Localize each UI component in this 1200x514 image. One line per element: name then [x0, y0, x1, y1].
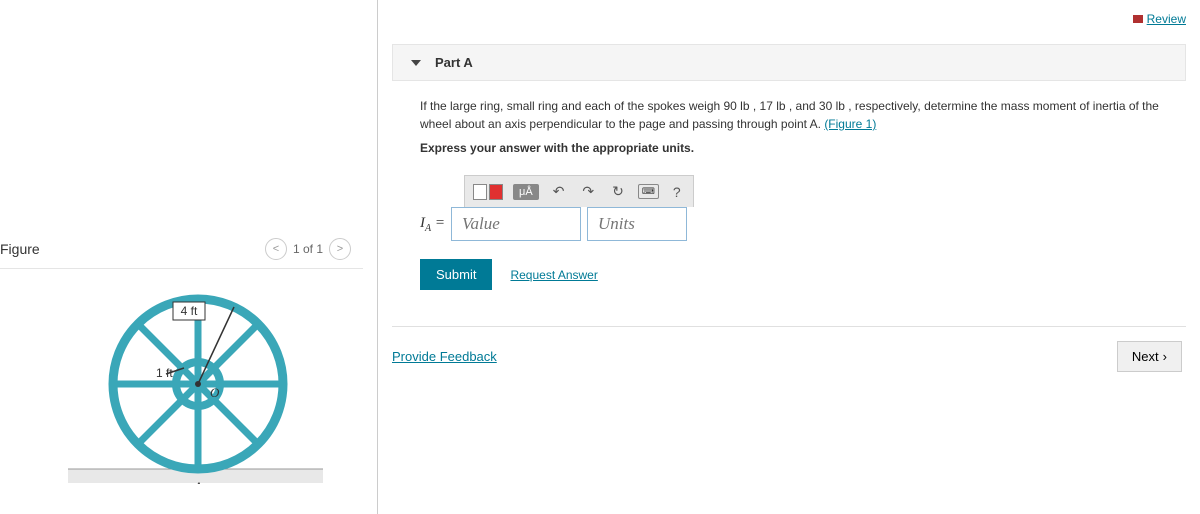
figure-header: Figure < 1 of 1 >: [0, 230, 363, 269]
bottom-label: A: [193, 479, 202, 484]
submit-row: Submit Request Answer: [420, 259, 1186, 290]
outer-dim-label: 4 ft: [180, 304, 197, 318]
redo-button[interactable]: ↷: [578, 181, 598, 202]
undo-button[interactable]: ↶: [549, 181, 569, 202]
figure-pane: Figure < 1 of 1 >: [0, 0, 378, 514]
wheel-figure: 4 ft 1 ft O A: [38, 279, 338, 484]
question-body: If the large ring, small ring and each o…: [420, 99, 1159, 131]
provide-feedback-link[interactable]: Provide Feedback: [392, 349, 497, 364]
request-answer-link[interactable]: Request Answer: [510, 268, 597, 282]
figure-counter: 1 of 1: [293, 242, 323, 256]
figure-title: Figure: [0, 241, 40, 257]
special-char-button[interactable]: μÅ: [513, 184, 539, 200]
figure-prev-button[interactable]: <: [265, 238, 287, 260]
answer-label: IA =: [420, 215, 445, 234]
center-label: O: [210, 385, 220, 400]
figure-link[interactable]: (Figure 1): [824, 117, 876, 131]
next-label: Next: [1132, 349, 1159, 364]
review-link[interactable]: Review: [1133, 12, 1186, 26]
keyboard-button[interactable]: ⌨: [638, 184, 659, 199]
submit-button[interactable]: Submit: [420, 259, 492, 290]
footer-row: Provide Feedback Next ›: [392, 326, 1186, 372]
flag-icon: [1133, 15, 1143, 23]
inner-dim-label: 1 ft: [156, 366, 173, 380]
chevron-down-icon: [411, 60, 421, 66]
units-input[interactable]: [587, 207, 687, 241]
value-input[interactable]: [451, 207, 581, 241]
chevron-right-icon: ›: [1163, 349, 1167, 364]
help-button[interactable]: ?: [669, 182, 685, 202]
content-pane: Review Part A If the large ring, small r…: [378, 0, 1200, 514]
part-title: Part A: [435, 55, 473, 70]
equation-toolbar: μÅ ↶ ↷ ↻ ⌨ ?: [464, 175, 694, 207]
question-instruction: Express your answer with the appropriate…: [420, 139, 1162, 157]
input-row: IA =: [420, 207, 1186, 241]
figure-nav: < 1 of 1 >: [265, 238, 351, 260]
next-button[interactable]: Next ›: [1117, 341, 1182, 372]
template-icon[interactable]: [473, 184, 503, 200]
reset-button[interactable]: ↻: [608, 181, 628, 202]
review-label: Review: [1147, 12, 1186, 26]
part-header[interactable]: Part A: [392, 44, 1186, 81]
question-block: If the large ring, small ring and each o…: [392, 81, 1162, 157]
question-text: If the large ring, small ring and each o…: [420, 97, 1162, 133]
answer-area: μÅ ↶ ↷ ↻ ⌨ ? IA =: [420, 175, 1186, 241]
figure-next-button[interactable]: >: [329, 238, 351, 260]
figure-body[interactable]: 4 ft 1 ft O A: [0, 269, 375, 484]
